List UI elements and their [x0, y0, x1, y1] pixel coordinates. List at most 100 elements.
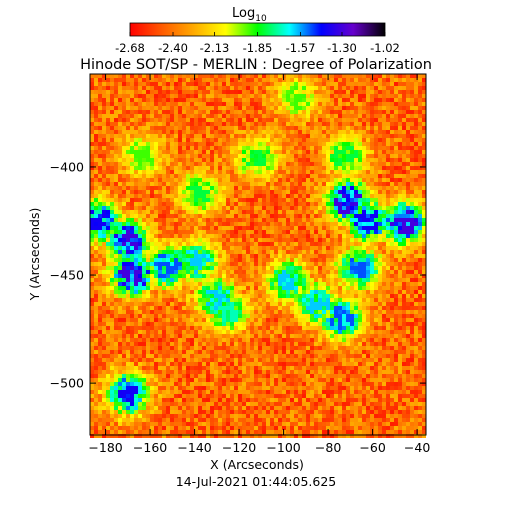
heatmap-cell: [114, 294, 118, 298]
heatmap-cell: [250, 182, 254, 186]
heatmap-cell: [242, 306, 246, 310]
heatmap-cell: [270, 82, 274, 86]
heatmap-cell: [218, 278, 222, 282]
heatmap-cell: [370, 106, 374, 110]
heatmap-cell: [346, 94, 350, 98]
heatmap-cell: [418, 266, 422, 270]
heatmap-cell: [134, 274, 138, 278]
heatmap-cell: [370, 162, 374, 166]
heatmap-cell: [146, 94, 150, 98]
heatmap-cell: [298, 210, 302, 214]
heatmap-cell: [150, 178, 154, 182]
heatmap-cell: [402, 282, 406, 286]
heatmap-cell: [278, 166, 282, 170]
heatmap-cell: [422, 302, 426, 306]
heatmap-cell: [402, 106, 406, 110]
heatmap-cell: [90, 126, 94, 130]
heatmap-cell: [106, 290, 110, 294]
heatmap-cell: [326, 114, 330, 118]
heatmap-cell: [238, 198, 242, 202]
heatmap-cell: [386, 230, 390, 234]
heatmap-cell: [330, 234, 334, 238]
heatmap-cell: [114, 86, 118, 90]
heatmap-cell: [246, 274, 250, 278]
heatmap-cell: [254, 206, 258, 210]
heatmap-cell: [398, 286, 402, 290]
heatmap-cell: [118, 114, 122, 118]
heatmap-cell: [122, 94, 126, 98]
heatmap-cell: [298, 154, 302, 158]
heatmap-cell: [386, 290, 390, 294]
heatmap-cell: [138, 94, 142, 98]
heatmap-cell: [210, 90, 214, 94]
heatmap-cell: [314, 202, 318, 206]
heatmap-cell: [194, 258, 198, 262]
heatmap-cell: [262, 102, 266, 106]
heatmap-cell: [370, 134, 374, 138]
heatmap-cell: [286, 138, 290, 142]
heatmap-cell: [166, 230, 170, 234]
heatmap-cell: [402, 74, 406, 78]
heatmap-cell: [306, 222, 310, 226]
heatmap-cell: [162, 114, 166, 118]
heatmap-cell: [146, 230, 150, 234]
heatmap-cell: [234, 98, 238, 102]
heatmap-cell: [290, 258, 294, 262]
heatmap-cell: [102, 222, 106, 226]
heatmap-cell: [138, 154, 142, 158]
heatmap-cell: [382, 106, 386, 110]
heatmap-cell: [294, 206, 298, 210]
heatmap-cell: [194, 266, 198, 270]
heatmap-cell: [350, 190, 354, 194]
heatmap-cell: [282, 290, 286, 294]
heatmap-cell: [270, 146, 274, 150]
heatmap-cell: [382, 142, 386, 146]
heatmap-cell: [250, 178, 254, 182]
heatmap-cell: [114, 238, 118, 242]
chart-title: Hinode SOT/SP - MERLIN : Degree of Polar…: [80, 57, 432, 73]
heatmap-cell: [114, 234, 118, 238]
heatmap-cell: [134, 230, 138, 234]
heatmap-cell: [366, 234, 370, 238]
heatmap-cell: [270, 98, 274, 102]
heatmap-cell: [102, 82, 106, 86]
heatmap-cell: [370, 242, 374, 246]
heatmap-cell: [178, 250, 182, 254]
heatmap-cell: [130, 206, 134, 210]
heatmap-cell: [354, 286, 358, 290]
heatmap-cell: [126, 266, 130, 270]
heatmap-cell: [198, 146, 202, 150]
heatmap-cell: [166, 258, 170, 262]
heatmap-cell: [206, 278, 210, 282]
heatmap-cell: [150, 114, 154, 118]
heatmap-cell: [150, 246, 154, 250]
heatmap-cell: [334, 266, 338, 270]
heatmap-cell: [158, 150, 162, 154]
heatmap-cell: [298, 262, 302, 266]
heatmap-cell: [378, 146, 382, 150]
heatmap-cell: [94, 114, 98, 118]
heatmap-cell: [402, 234, 406, 238]
heatmap-cell: [406, 186, 410, 190]
heatmap-cell: [142, 246, 146, 250]
heatmap-cell: [114, 302, 118, 306]
heatmap-cell: [110, 134, 114, 138]
heatmap-cell: [250, 186, 254, 190]
heatmap-cell: [382, 210, 386, 214]
heatmap-cell: [266, 162, 270, 166]
heatmap-cell: [258, 262, 262, 266]
heatmap-cell: [158, 106, 162, 110]
heatmap-cell: [246, 134, 250, 138]
heatmap-cell: [290, 142, 294, 146]
heatmap-cell: [170, 90, 174, 94]
heatmap-cell: [98, 118, 102, 122]
heatmap-cell: [162, 294, 166, 298]
heatmap-cell: [342, 138, 346, 142]
heatmap-cell: [402, 98, 406, 102]
heatmap-cell: [154, 254, 158, 258]
heatmap-cell: [386, 202, 390, 206]
heatmap-cell: [198, 190, 202, 194]
heatmap-cell: [358, 178, 362, 182]
heatmap-cell: [170, 94, 174, 98]
heatmap-cell: [162, 106, 166, 110]
